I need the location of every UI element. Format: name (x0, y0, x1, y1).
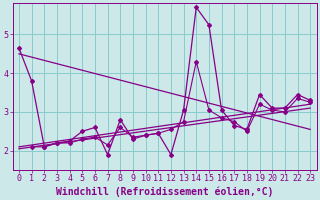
X-axis label: Windchill (Refroidissement éolien,°C): Windchill (Refroidissement éolien,°C) (56, 186, 273, 197)
